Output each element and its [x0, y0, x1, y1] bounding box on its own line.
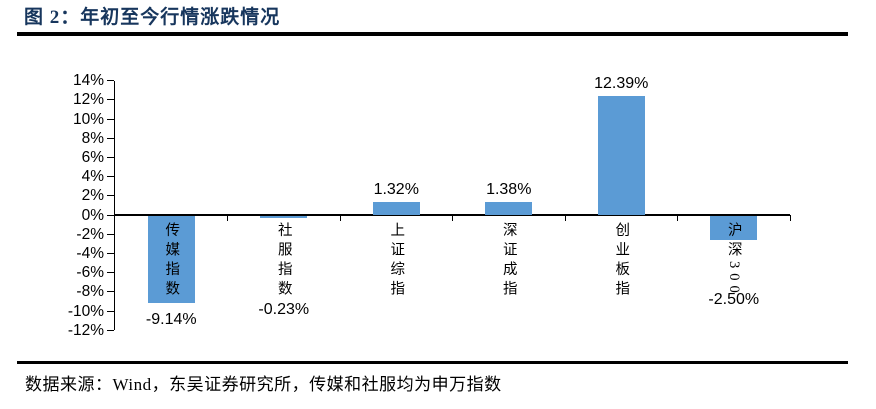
- y-axis-tick-label: 0%: [81, 206, 104, 224]
- x-axis-tick: [789, 215, 791, 221]
- y-axis-tick-label: 2%: [81, 187, 104, 205]
- y-axis-tick: [106, 310, 114, 312]
- bar-上证综指: [372, 202, 420, 215]
- bar-value-label: 12.39%: [594, 75, 649, 93]
- y-axis-tick: [106, 176, 114, 178]
- bar-创业板指: [597, 96, 645, 215]
- footer-divider-rule: [17, 361, 848, 364]
- y-axis-tick-label: 4%: [81, 168, 104, 186]
- y-axis-tick: [106, 137, 114, 139]
- y-axis-tick: [106, 118, 114, 120]
- bar-沪深300: [710, 215, 758, 240]
- y-axis-tick: [106, 156, 114, 158]
- title-divider-rule: [17, 32, 848, 36]
- x-axis-zero-line: [115, 214, 790, 216]
- y-axis-tick-label: -6%: [76, 264, 104, 282]
- x-axis-tick: [452, 215, 453, 221]
- bar-深证成指: [485, 201, 533, 215]
- bar-传媒指数: [147, 215, 195, 304]
- data-source-note: 数据来源：Wind，东吴证券研究所，传媒和社服均为申万指数: [25, 375, 502, 394]
- bar-category-label: 上证综指: [388, 222, 405, 300]
- x-axis-tick: [227, 215, 228, 221]
- y-axis-tick-label: -12%: [67, 321, 104, 339]
- y-axis-line: [113, 80, 115, 331]
- y-axis-tick: [106, 272, 114, 274]
- y-axis-tick-label: 14%: [72, 72, 104, 90]
- bar-value-label: -0.23%: [258, 301, 310, 318]
- y-axis-tick: [106, 233, 114, 235]
- y-axis-tick: [106, 252, 114, 254]
- bar-社服指数: [260, 215, 308, 218]
- bar-value-label: 1.38%: [486, 180, 532, 198]
- y-axis-tick: [106, 80, 114, 82]
- y-axis-tick: [106, 195, 114, 197]
- y-axis-tick-label: 8%: [81, 129, 104, 147]
- y-axis-tick: [106, 99, 114, 101]
- figure-title: 图 2：年初至今行情涨跌情况: [24, 7, 281, 28]
- y-axis-tick-label: 6%: [81, 148, 104, 166]
- x-axis-tick: [564, 215, 566, 221]
- y-axis-tick-label: 12%: [72, 91, 104, 109]
- y-axis-tick-label: -4%: [76, 244, 104, 262]
- bar-category-label: 社服指数: [275, 222, 292, 300]
- y-axis-tick-label: -10%: [67, 302, 104, 320]
- bar-category-label: 深证成指: [500, 222, 517, 300]
- y-axis-tick-label: -8%: [76, 283, 104, 301]
- bar-category-label: 创业板指: [613, 222, 630, 300]
- x-axis-tick: [339, 215, 341, 221]
- y-axis-tick: [106, 214, 114, 216]
- bar-category-label: 传媒指数: [163, 222, 180, 300]
- x-axis-tick: [677, 215, 678, 221]
- y-axis-tick-label: 10%: [72, 110, 104, 128]
- y-axis-tick: [106, 291, 114, 293]
- y-axis-tick-label: -2%: [76, 225, 104, 243]
- bar-category-label: 沪深300: [725, 222, 742, 298]
- bar-value-label: -9.14%: [145, 310, 197, 328]
- bar-value-label: 1.32%: [373, 181, 419, 199]
- y-axis-tick: [106, 329, 114, 331]
- bar-value-label: -2.50%: [708, 291, 760, 308]
- bar-chart: 14% 12% 10% 8% 6% 4% 2% 0% -2% -4% -6% -8% -10% -12% 传…: [67, 72, 791, 339]
